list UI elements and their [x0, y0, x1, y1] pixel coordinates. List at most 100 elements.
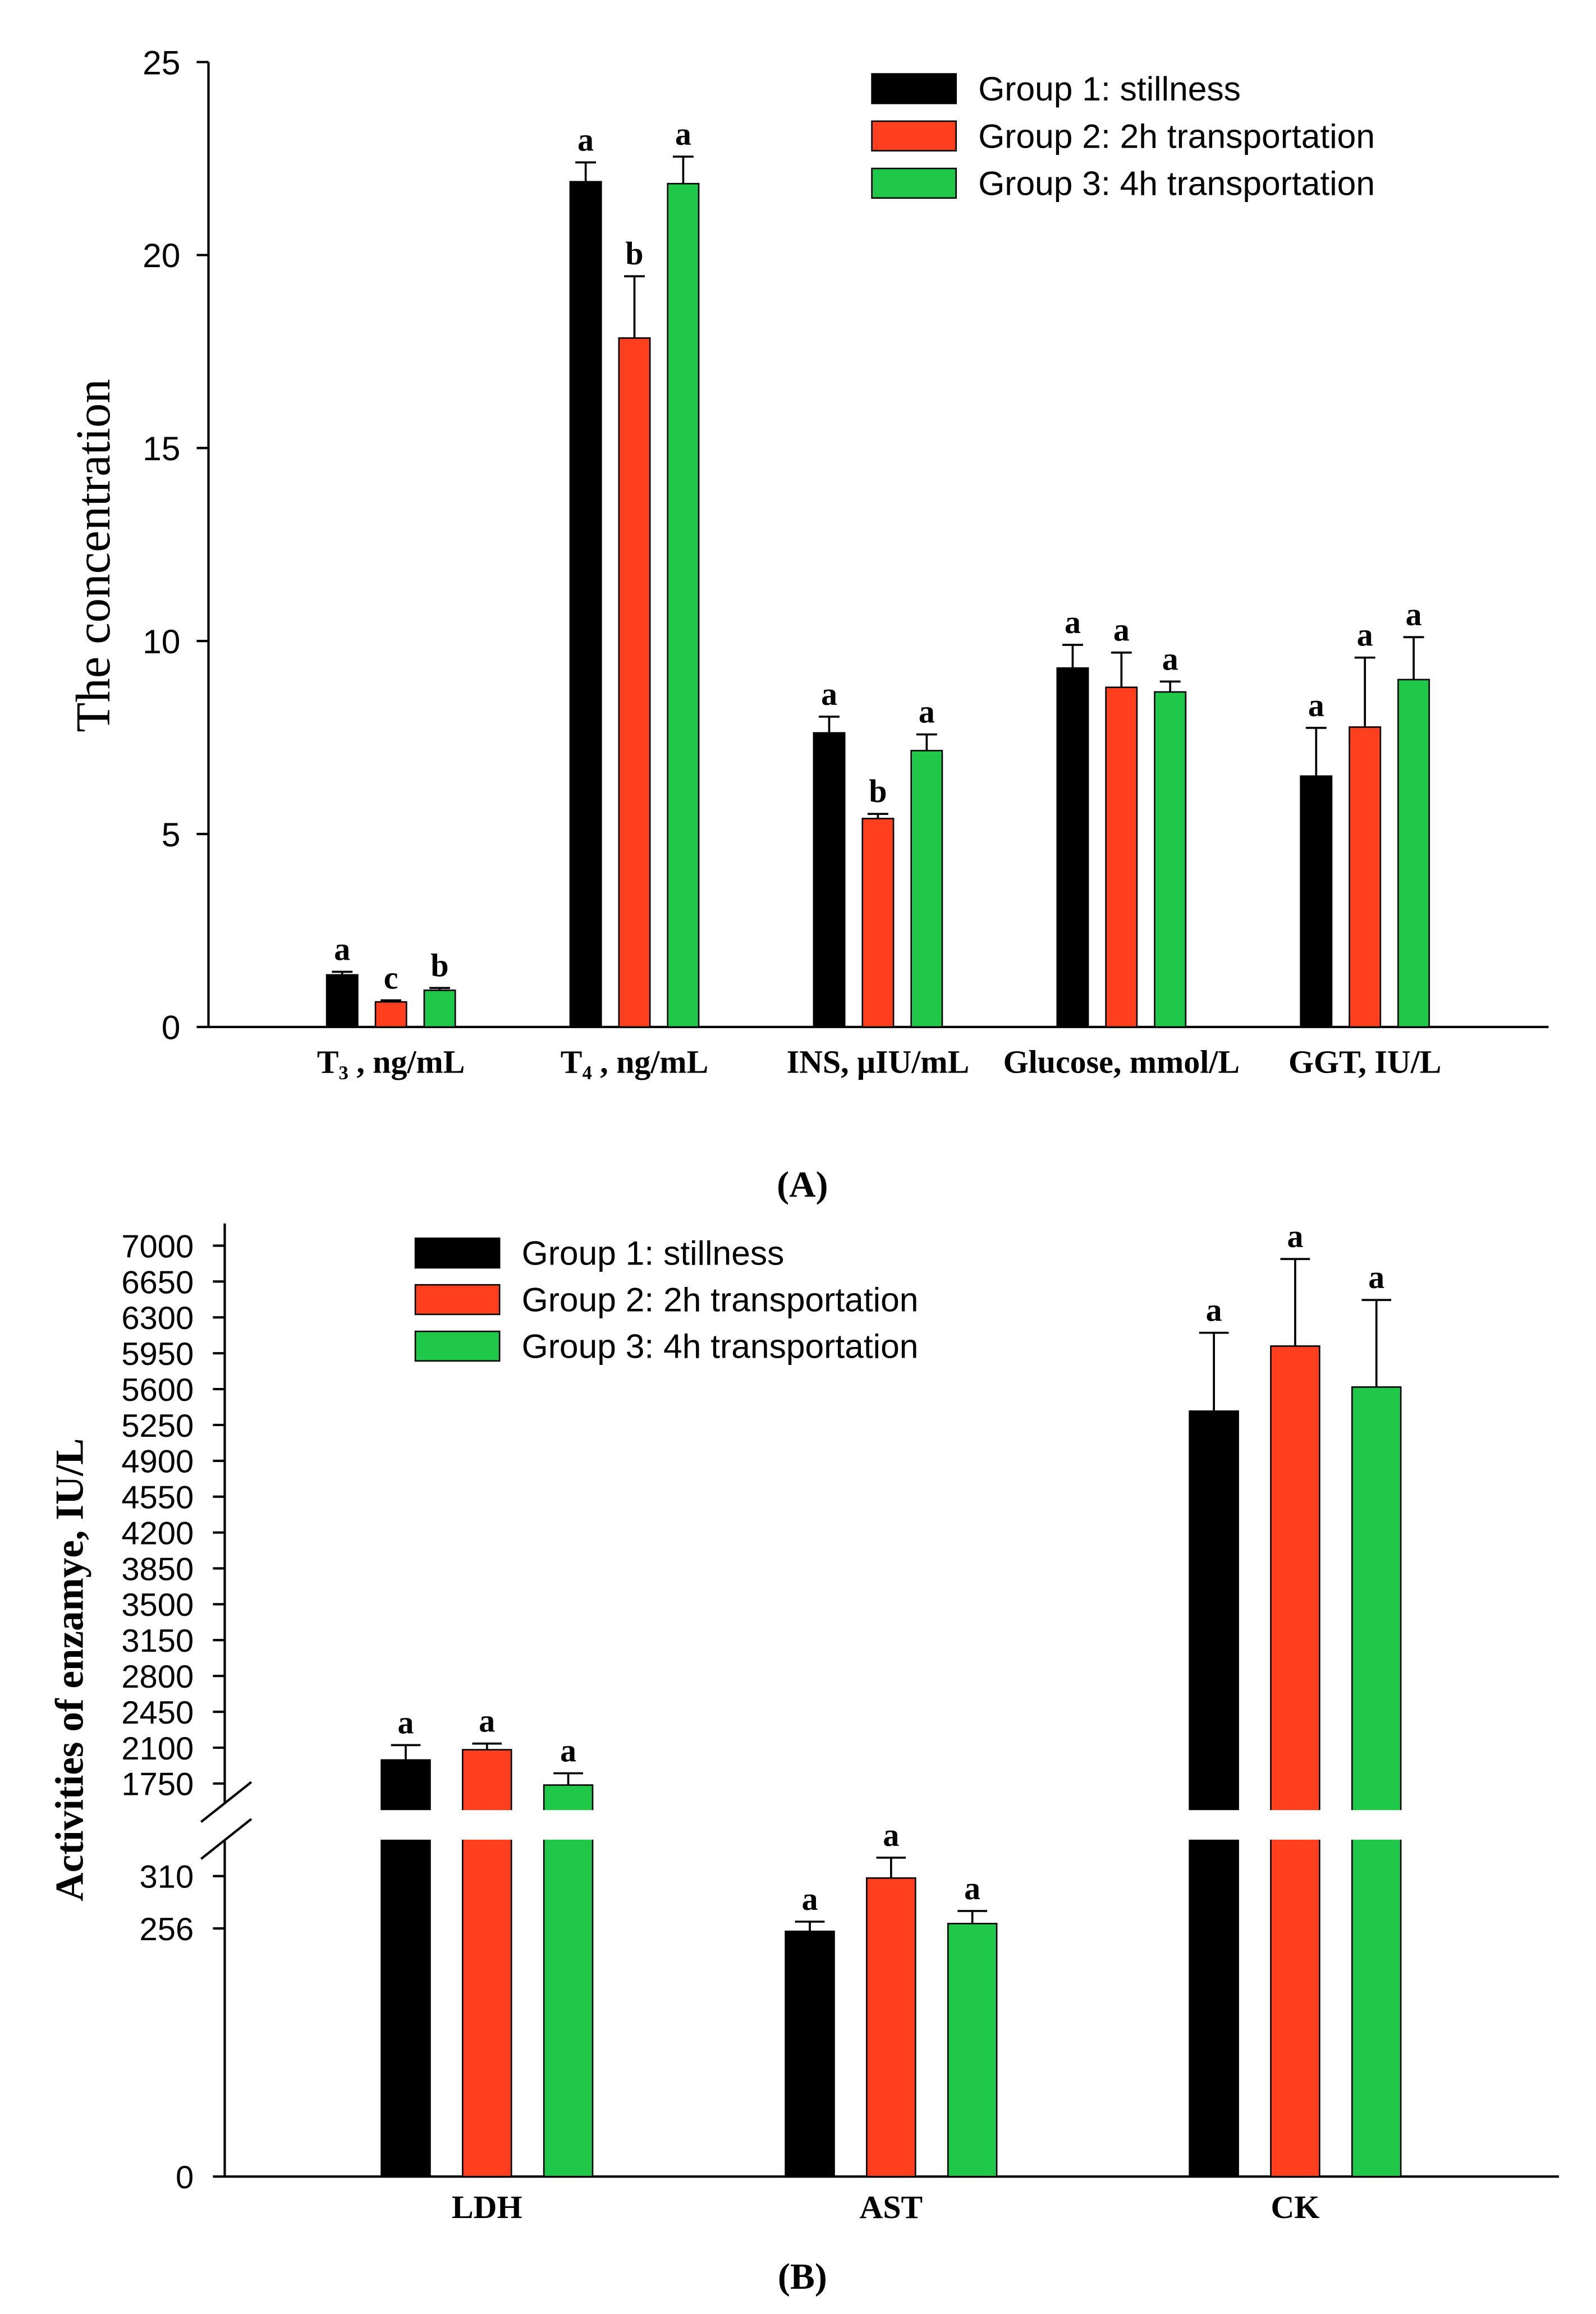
bar-break-gap [1186, 1810, 1241, 1840]
significance-letter: a [334, 931, 350, 967]
bar-series-1-cat-1 [325, 974, 359, 1028]
significance-letter: c [384, 959, 398, 996]
axis-break-mark [200, 1781, 253, 1823]
y-tick-label: 1750 [121, 1767, 194, 1803]
significance-letter: a [398, 1704, 414, 1740]
y-tick-label: 4550 [121, 1480, 194, 1516]
significance-letter: a [919, 693, 935, 730]
axis-break-mark [200, 1818, 253, 1860]
category-label: Glucose, mmol/L [1003, 1043, 1240, 1080]
y-tick-label: 6300 [121, 1300, 194, 1336]
bar-series-2-cat-3 [861, 818, 895, 1028]
category-label: T₄ , ng/mL [561, 1043, 709, 1080]
significance-letter: a [560, 1733, 576, 1769]
legend-swatch [871, 167, 957, 199]
y-tick-label: 5950 [121, 1336, 194, 1372]
y-tick-label: 4900 [121, 1444, 194, 1480]
bar-series-1-cat-3 [813, 732, 846, 1028]
legend-label: Group 1: stillness [522, 1234, 785, 1272]
bar-series-3-cat-2 [947, 1923, 998, 2178]
y-tick-label: 15 [143, 429, 180, 468]
category-label: LDH [452, 2189, 522, 2225]
significance-letter: a [964, 1870, 980, 1907]
y-tick-label: 25 [143, 43, 180, 81]
bar-break-gap [460, 1810, 515, 1840]
bar-break-gap [1268, 1810, 1323, 1840]
significance-letter: a [883, 1817, 899, 1853]
significance-letter: a [479, 1703, 495, 1739]
y-tick-label: 0 [162, 1009, 181, 1047]
legend-swatch [414, 1237, 501, 1269]
y-tick-label: 3500 [121, 1587, 194, 1623]
bar-series-1-cat-3 [1189, 1410, 1239, 2178]
y-tick-label: 5600 [121, 1372, 194, 1408]
bar-series-3-cat-2 [667, 182, 700, 1028]
category-label: GGT, IU/L [1288, 1043, 1441, 1080]
bar-break-gap [540, 1810, 596, 1840]
y-tick-label: 5250 [121, 1408, 194, 1444]
bar-break-gap [378, 1810, 433, 1840]
chart-b: 0256310175021002450280031503500385042004… [48, 1218, 1559, 2225]
legend-swatch [871, 73, 957, 104]
bar-series-1-cat-2 [785, 1930, 835, 2178]
significance-letter: a [1406, 596, 1422, 633]
y-tick-label: 3150 [121, 1623, 194, 1659]
significance-letter: a [821, 676, 837, 712]
category-label: T₃ , ng/mL [317, 1043, 465, 1080]
bar-series-3-cat-4 [1154, 691, 1187, 1028]
significance-letter: a [1287, 1218, 1303, 1254]
significance-letter: a [1308, 687, 1324, 723]
bar-series-1-cat-4 [1056, 667, 1089, 1028]
bar-series-3-cat-1 [423, 989, 456, 1028]
bar-series-3-cat-3 [910, 750, 943, 1028]
chart-a: 0 5 10 15 20 25 The concentration T₃ , ng/mL T₄ … [66, 43, 1549, 1080]
significance-letter: a [802, 1881, 818, 1917]
bar-series-3-cat-3 [1351, 1386, 1402, 2178]
legend-label: Group 3: 4h transportation [522, 1327, 919, 1366]
significance-letter: a [577, 121, 594, 158]
significance-letter: a [1206, 1292, 1222, 1328]
legend-label: Group 1: stillness [978, 70, 1241, 108]
category-label: AST [860, 2189, 923, 2225]
bar-series-3-cat-1 [543, 1784, 594, 2178]
bar-break-gap [1349, 1810, 1404, 1840]
bar-series-2-cat-1 [374, 1001, 407, 1028]
y-tick-label: 2450 [121, 1695, 194, 1731]
y-tick-label: 256 [140, 1912, 194, 1948]
y-tick-label: 20 [143, 236, 180, 274]
y-tick-label: 0 [176, 2160, 194, 2196]
significance-letter: b [869, 773, 887, 809]
y-tick-label: 6650 [121, 1264, 194, 1300]
significance-letter: b [430, 947, 448, 983]
y-tick-label: 7000 [121, 1229, 194, 1264]
bar-series-2-cat-4 [1105, 686, 1138, 1028]
bar-series-2-cat-2 [618, 337, 651, 1028]
bar-series-2-cat-2 [866, 1877, 916, 2178]
y-tick-label: 3850 [121, 1551, 194, 1587]
y-axis-label: Activities of enzamye, IU/L [48, 1438, 92, 1901]
caption-b: (B) [778, 2256, 827, 2297]
category-label: INS, μIU/mL [787, 1043, 970, 1080]
legend-swatch [414, 1330, 501, 1362]
bar-series-1-cat-5 [1300, 775, 1333, 1028]
significance-letter: a [1113, 612, 1130, 648]
significance-letter: a [1162, 640, 1178, 677]
y-tick-label: 5 [162, 815, 181, 854]
legend-swatch [414, 1284, 501, 1316]
significance-letter: b [625, 235, 643, 272]
y-tick-label: 4200 [121, 1515, 194, 1551]
legend-label: Group 2: 2h transportation [978, 117, 1375, 155]
y-axis-label: The concentration [66, 379, 120, 732]
significance-letter: a [1065, 604, 1081, 640]
significance-letter: a [675, 116, 691, 152]
y-tick-label: 2100 [121, 1731, 194, 1767]
caption-a: (A) [777, 1165, 828, 1206]
legend-label: Group 2: 2h transportation [522, 1281, 919, 1319]
y-tick-label: 10 [143, 622, 180, 661]
y-tick-label: 310 [140, 1859, 194, 1895]
bar-series-2-cat-3 [1270, 1345, 1320, 2178]
bar-series-1-cat-2 [569, 181, 602, 1028]
bar-series-3-cat-5 [1397, 679, 1430, 1028]
